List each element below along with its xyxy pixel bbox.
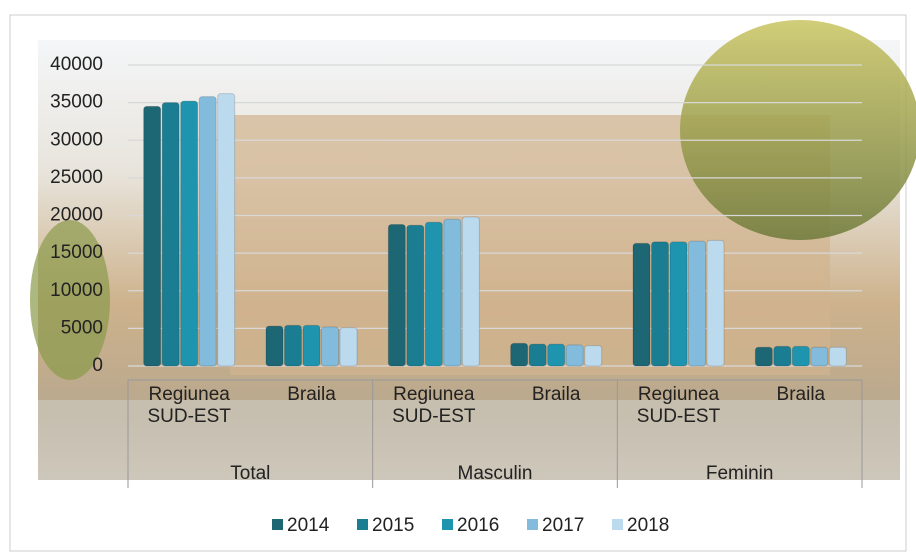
bar bbox=[181, 101, 198, 366]
legend-label: 2017 bbox=[542, 515, 584, 536]
bar bbox=[585, 346, 602, 366]
bar bbox=[652, 242, 669, 366]
legend-swatch bbox=[357, 519, 368, 530]
bar bbox=[388, 225, 405, 366]
bar bbox=[511, 343, 528, 366]
bar bbox=[566, 345, 583, 366]
bar bbox=[322, 327, 339, 366]
page: 0 5000 10000 15000 20000 25000 30000 35000 40000… bbox=[0, 0, 916, 558]
chart: 0 5000 10000 15000 20000 25000 30000 35000 40000… bbox=[0, 0, 916, 558]
y-tick-label: 20000 bbox=[50, 205, 103, 226]
bar bbox=[144, 106, 161, 366]
bar bbox=[689, 241, 706, 366]
x-tick-label: Braila bbox=[746, 384, 856, 406]
y-tick-label: 0 bbox=[92, 355, 103, 376]
bar bbox=[811, 347, 828, 366]
bar bbox=[407, 225, 424, 366]
x-tick-label: Braila bbox=[257, 384, 367, 406]
bar bbox=[162, 103, 179, 366]
y-tick-label: 40000 bbox=[50, 54, 103, 75]
bar bbox=[633, 243, 650, 366]
bar bbox=[199, 97, 216, 366]
legend-swatch bbox=[272, 519, 283, 530]
bar bbox=[218, 94, 235, 366]
legend-label: 2014 bbox=[287, 515, 330, 536]
bar bbox=[425, 222, 442, 366]
x-tick-label: Regiunea SUD-EST bbox=[134, 384, 244, 428]
x-tick-label: Regiunea SUD-EST bbox=[379, 384, 489, 428]
bar bbox=[462, 217, 479, 366]
bar bbox=[444, 219, 461, 366]
tree bbox=[680, 20, 916, 240]
legend-label: 2015 bbox=[372, 515, 414, 536]
legend-swatch bbox=[442, 519, 453, 530]
group-label: Masculin bbox=[458, 463, 533, 484]
bar bbox=[774, 346, 791, 366]
bar bbox=[792, 346, 809, 366]
bar bbox=[303, 325, 320, 366]
bar bbox=[285, 325, 302, 366]
bar bbox=[529, 344, 546, 366]
y-tick-label: 15000 bbox=[50, 242, 103, 263]
bar bbox=[340, 328, 357, 366]
y-tick-label: 30000 bbox=[50, 129, 103, 150]
group-label: Total bbox=[230, 463, 270, 484]
y-tick-label: 25000 bbox=[50, 167, 103, 188]
bar bbox=[707, 240, 724, 366]
y-tick-label: 10000 bbox=[50, 280, 103, 301]
y-tick-label: 35000 bbox=[50, 92, 103, 113]
legend-label: 2018 bbox=[627, 515, 669, 536]
bar bbox=[548, 344, 565, 366]
x-tick-label: Braila bbox=[501, 384, 611, 406]
y-tick-label: 5000 bbox=[61, 317, 103, 338]
group-label: Feminin bbox=[706, 463, 774, 484]
x-tick-label: Regiunea SUD-EST bbox=[624, 384, 734, 428]
legend-label: 2016 bbox=[457, 515, 499, 536]
bar bbox=[670, 242, 687, 366]
legend-swatch bbox=[612, 519, 623, 530]
bar bbox=[266, 326, 283, 366]
bar bbox=[829, 347, 846, 366]
legend-swatch bbox=[527, 519, 538, 530]
bar bbox=[755, 347, 772, 366]
